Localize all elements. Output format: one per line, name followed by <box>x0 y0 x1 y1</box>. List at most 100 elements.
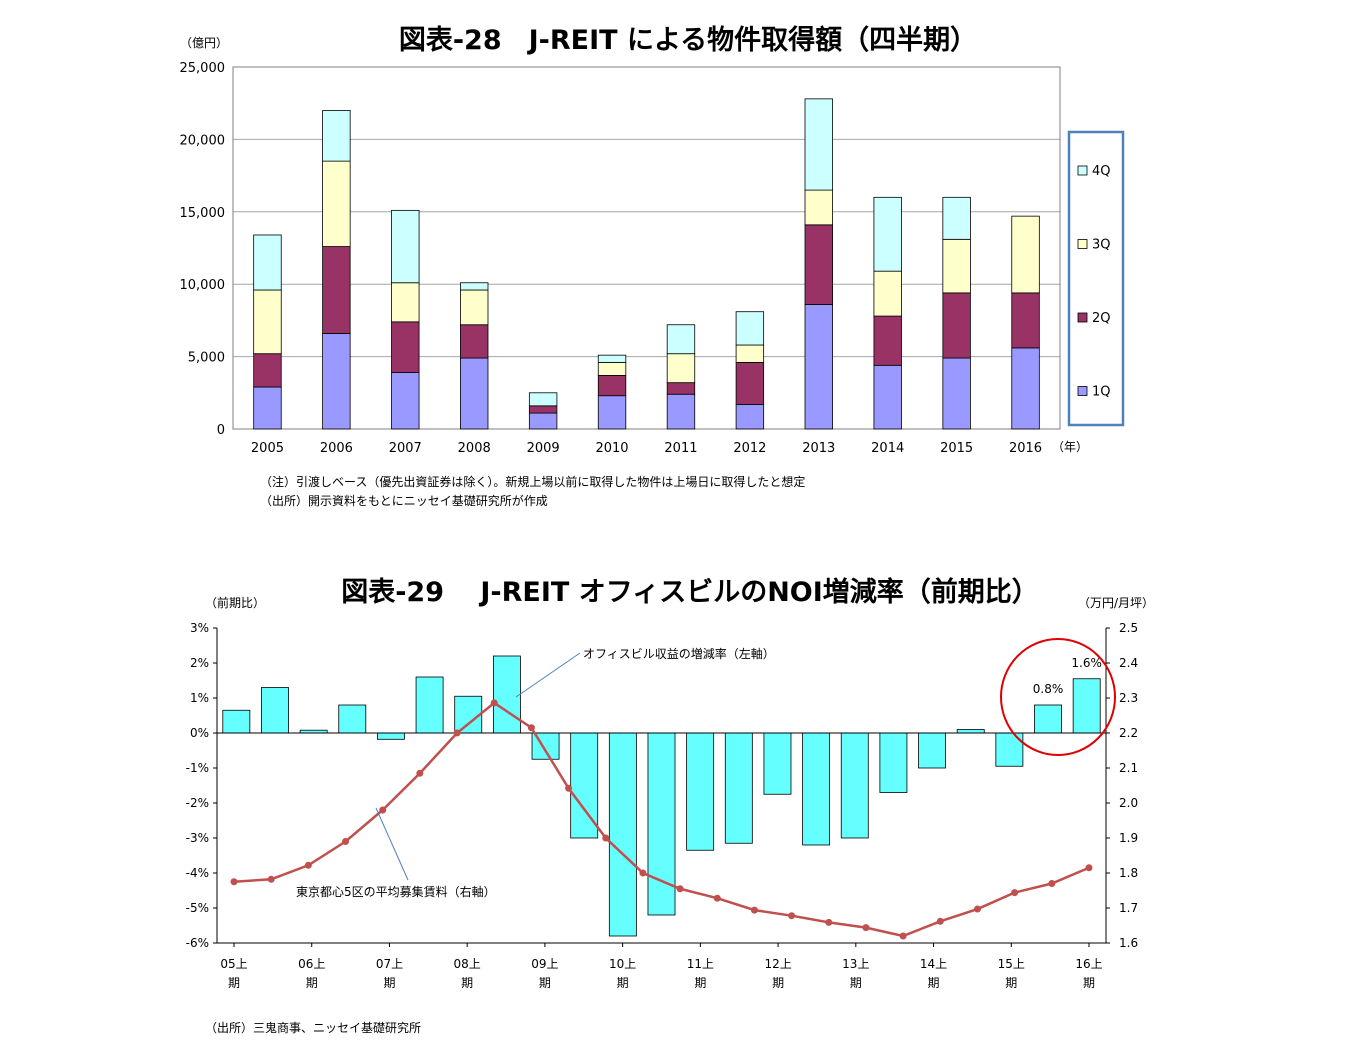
bar-segment-2q <box>873 315 902 366</box>
y-tick-label: 0 <box>217 423 225 438</box>
rent-point <box>825 918 833 926</box>
source-line: （出所）三鬼商事、ニッセイ基礎研究所 <box>205 1020 421 1035</box>
x-tick-label: 2007 <box>389 441 422 456</box>
rent-point <box>565 784 573 792</box>
x-tick-label: 期 <box>306 976 318 990</box>
bar-segment-1q <box>735 403 765 430</box>
bar-segment-3q <box>666 353 696 384</box>
bar-segment-1q <box>1011 347 1040 430</box>
x-tick-label: 12上 <box>764 957 791 971</box>
noi-bar <box>918 732 946 769</box>
bar-segment-4q <box>597 354 627 363</box>
bar-segment-4q <box>391 209 420 284</box>
noi-chart: 図表-29 J-REIT オフィスビルのNOI増減率（前期比） （前期比） （万… <box>186 576 1154 1035</box>
bar-segment-2q <box>391 321 420 373</box>
left-tick-label: 3% <box>190 621 209 635</box>
noi-bar <box>222 709 251 734</box>
legend-swatch <box>1077 239 1088 249</box>
x-tick-label: 10上 <box>609 957 636 971</box>
right-tick-label: 1.7 <box>1119 901 1138 915</box>
legend-label: 2Q <box>1092 311 1111 326</box>
bar-segment-1q <box>322 333 351 430</box>
right-tick-label: 2.4 <box>1119 656 1138 670</box>
bar-segment-1q <box>391 372 420 430</box>
noi-bar <box>608 732 637 937</box>
bar-segment-2q <box>666 382 696 395</box>
noi-bar <box>338 704 367 734</box>
bar-segment-3q <box>804 189 833 226</box>
noi-bar <box>879 732 908 793</box>
left-tick-label: -6% <box>186 936 209 950</box>
noi-bar <box>492 655 521 734</box>
x-tick-label: 期 <box>850 976 862 990</box>
x-tick-label: 2006 <box>320 441 353 456</box>
bar-segment-4q <box>666 324 696 355</box>
bar-segment-3q <box>253 289 282 355</box>
right-tick-label: 2.2 <box>1119 726 1138 740</box>
rent-point <box>416 769 424 777</box>
data-label: 0.8% <box>1033 682 1064 696</box>
bar-annotation: オフィスビル収益の増減率（左軸） <box>583 646 775 661</box>
rent-point <box>899 932 907 940</box>
line-annotation-arrow <box>375 807 409 881</box>
rent-point <box>527 724 535 732</box>
left-tick-label: 0% <box>190 726 209 740</box>
y-tick-label: 25,000 <box>180 61 226 76</box>
bar-segment-1q <box>460 357 489 430</box>
x-tick-label: 期 <box>772 976 784 990</box>
rent-point <box>267 875 275 883</box>
noi-bar <box>956 729 985 734</box>
x-tick-label: 期 <box>694 976 706 990</box>
bar-segment-3q <box>942 238 971 294</box>
x-tick-label: 05上 <box>220 957 247 971</box>
rent-point <box>342 838 350 845</box>
noi-bar <box>454 695 483 734</box>
rent-point <box>788 912 796 920</box>
x-tick-label: 2014 <box>871 441 904 456</box>
noi-bar <box>724 732 753 844</box>
bar-annotation-arrow <box>515 652 581 698</box>
bar-segment-1q <box>666 393 696 430</box>
bar-segment-2q <box>253 353 282 388</box>
bar-segment-4q <box>942 196 971 240</box>
right-tick-label: 1.8 <box>1119 866 1138 880</box>
line-annotation: 東京都心5区の平均募集賃料（右軸） <box>296 884 496 899</box>
x-tick-label: 15上 <box>998 957 1025 971</box>
bar-segment-2q <box>460 324 489 359</box>
x-tick-label: 期 <box>928 976 940 990</box>
left-tick-label: -5% <box>186 901 209 915</box>
bar-segment-3q <box>597 361 627 376</box>
x-tick-label: 2008 <box>458 441 491 456</box>
bar-segment-3q <box>873 270 902 317</box>
bar-segment-4q <box>804 98 833 191</box>
rent-point <box>379 806 387 814</box>
rent-point <box>490 699 498 707</box>
legend-swatch <box>1077 312 1088 323</box>
rent-point <box>1048 880 1056 887</box>
y-tick-label: 15,000 <box>180 206 226 221</box>
noi-bar <box>840 732 869 839</box>
y-axis-unit: （億円） <box>180 36 228 50</box>
bar-segment-3q <box>460 289 489 326</box>
x-tick-label: 06上 <box>298 957 325 971</box>
right-tick-label: 2.0 <box>1119 796 1138 810</box>
rent-point <box>1011 889 1019 897</box>
bar-segment-4q <box>322 110 351 162</box>
bar-segment-2q <box>735 361 765 405</box>
left-tick-label: -2% <box>186 796 209 810</box>
note-line: （注）引渡しベース（優先出資証券は除く）。新規上場以前に取得した物件は上場日に取… <box>260 474 805 489</box>
right-tick-label: 1.9 <box>1119 831 1138 845</box>
legend-label: 3Q <box>1092 238 1111 253</box>
x-tick-label: 2015 <box>940 441 973 456</box>
data-label: 1.6% <box>1071 656 1102 670</box>
x-tick-label: 期 <box>617 976 629 990</box>
bar-segment-2q <box>597 375 627 397</box>
x-tick-label: 期 <box>228 976 240 990</box>
rent-point <box>676 885 684 893</box>
x-tick-label: 08上 <box>454 957 481 971</box>
acquisition-chart: 図表-28 J-REIT による物件取得額（四半期） （億円） 0 5,000 10… <box>180 25 1125 508</box>
bar-segment-4q <box>253 234 282 291</box>
bar-segment-1q <box>942 357 971 430</box>
noi-bar <box>647 732 676 916</box>
source-line: （出所）開示資料をもとにニッセイ基礎研究所が作成 <box>260 493 548 508</box>
